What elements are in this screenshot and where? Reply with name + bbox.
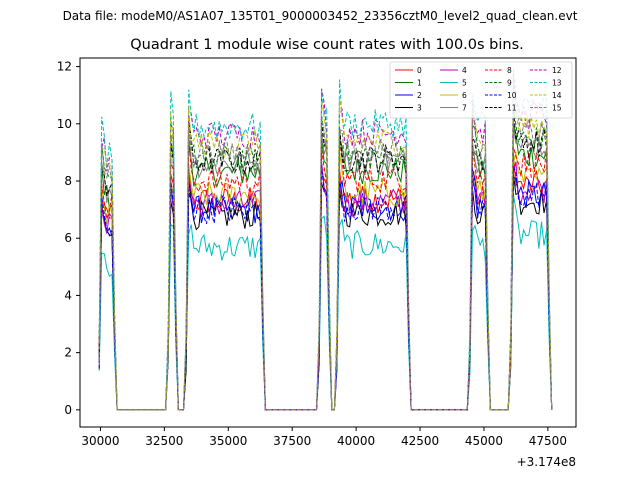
y-tick-label: 12 [57, 60, 72, 74]
legend-label-0: 0 [417, 66, 422, 75]
x-axis-offset-text: +3.174e8 [517, 455, 576, 469]
y-tick-label: 0 [64, 403, 72, 417]
y-tick-label: 8 [64, 174, 72, 188]
legend-label-7: 7 [462, 104, 467, 113]
legend-label-2: 2 [417, 91, 422, 100]
x-tick-label: 40000 [337, 434, 375, 448]
chart-title: Quadrant 1 module wise count rates with … [130, 37, 524, 53]
legend-label-15: 15 [552, 104, 562, 113]
x-axis: 30000 32500 35000 37500 40000 42500 45000 47500 [81, 427, 567, 448]
x-tick-label: 30000 [81, 434, 119, 448]
legend-label-1: 1 [417, 79, 422, 88]
legend-label-8: 8 [507, 66, 512, 75]
y-tick-label: 4 [64, 288, 72, 302]
legend-label-5: 5 [462, 79, 467, 88]
series-line-10 [98, 166, 553, 411]
series-line-15 [98, 106, 553, 411]
legend-label-12: 12 [552, 66, 562, 75]
axes-frame [79, 57, 577, 428]
x-tick-label: 42500 [401, 434, 439, 448]
x-tick-label: 45000 [465, 434, 503, 448]
legend-label-6: 6 [462, 91, 467, 100]
legend-label-4: 4 [462, 66, 467, 75]
legend-label-3: 3 [417, 104, 422, 113]
x-tick-label: 37500 [273, 434, 311, 448]
legend-label-13: 13 [552, 79, 562, 88]
data-file-label: Data file: modeM0/AS1A07_135T01_90000034… [63, 9, 578, 23]
plot-lines [98, 69, 553, 411]
y-tick-label: 10 [57, 117, 72, 131]
legend-label-14: 14 [552, 91, 562, 100]
x-tick-label: 47500 [529, 434, 567, 448]
legend-label-10: 10 [507, 91, 517, 100]
legend-box [389, 61, 573, 119]
legend-label-11: 11 [507, 104, 517, 113]
y-tick-label: 2 [64, 346, 72, 360]
y-axis: 0 2 4 6 8 10 12 [57, 60, 80, 417]
x-tick-label: 32500 [145, 434, 183, 448]
x-tick-label: 35000 [209, 434, 247, 448]
y-tick-label: 6 [64, 231, 72, 245]
legend-label-9: 9 [507, 79, 512, 88]
